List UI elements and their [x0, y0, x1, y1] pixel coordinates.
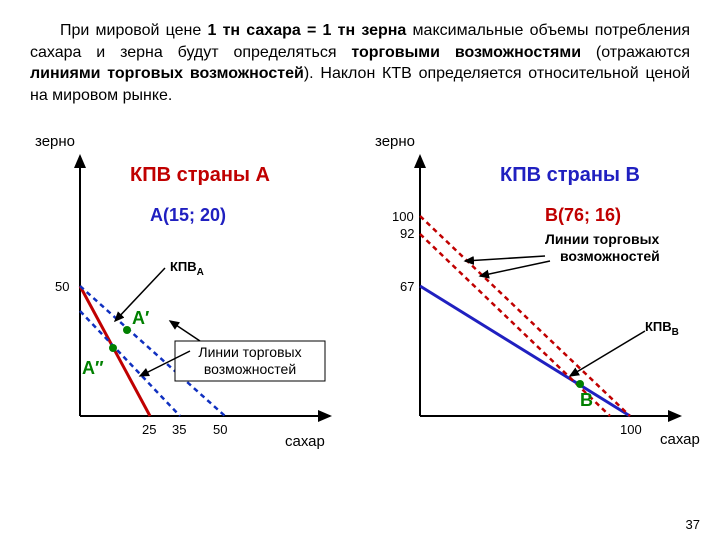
page-number: 37 — [686, 517, 700, 532]
y-tick-92: 92 — [400, 226, 414, 241]
point-b-label: В(76; 16) — [545, 205, 621, 225]
point-b-char: В — [580, 390, 593, 410]
callout-a-l1: Линии торговых — [198, 344, 301, 360]
x-tick-35: 35 — [172, 422, 186, 437]
y-tick-50: 50 — [55, 279, 69, 294]
point-a-dbl-dot — [123, 326, 131, 334]
chart-title-b: КПВ страны В — [500, 164, 640, 186]
x-tick-25: 25 — [142, 422, 156, 437]
x-axis-label-b: сахар — [660, 431, 700, 448]
chart-country-b: зерно сахар КПВ страны В В(76; 16) 100 9… — [370, 116, 700, 466]
x-tick-100: 100 — [620, 422, 642, 437]
point-b-dot — [576, 380, 584, 388]
callout-a-l2: возможностей — [204, 361, 296, 377]
kpv-line-b — [420, 286, 630, 416]
point-a-dbl: А″ — [82, 358, 104, 378]
point-a-label: А(15; 20) — [150, 205, 226, 225]
callout-arrow-b1 — [480, 261, 550, 276]
kpv-b-label: КПВВ — [645, 319, 679, 338]
callout-arrow-a3 — [170, 321, 200, 341]
x-tick-50: 50 — [213, 422, 227, 437]
x-axis-label: сахар — [285, 433, 325, 450]
y-tick-67: 67 — [400, 279, 414, 294]
kpv-a-label: КПВА — [170, 259, 204, 278]
y-tick-100: 100 — [392, 209, 414, 224]
point-a-prime: А′ — [132, 308, 149, 328]
callout-arrow-b2 — [465, 256, 545, 261]
chart-country-a: зерно сахар КПВ страны А А(15; 20) КПВА … — [30, 116, 360, 466]
chart-title-a: КПВ страны А — [130, 164, 270, 186]
intro-paragraph: При мировой цене 1 тн сахара = 1 тн зерн… — [30, 20, 690, 106]
y-axis-label: зерно — [35, 133, 75, 150]
callout-b-l1: Линии торговых — [545, 231, 660, 247]
callout-b-l2: возможностей — [560, 248, 660, 264]
y-axis-label-b: зерно — [375, 133, 415, 150]
kpv-arrow-b — [570, 331, 645, 376]
point-a-prime-dot — [109, 344, 117, 352]
